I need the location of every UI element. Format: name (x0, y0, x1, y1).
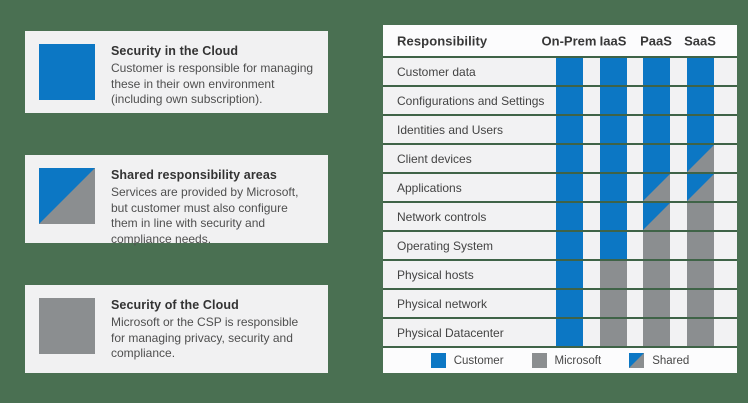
matrix-cell (687, 319, 714, 346)
shared-swatch-icon (629, 353, 645, 368)
matrix-cell (687, 87, 714, 114)
matrix-cell (600, 58, 627, 85)
matrix-cell (556, 87, 583, 114)
column-header-on-prem: On-Prem (541, 33, 597, 48)
matrix-cell (556, 232, 583, 259)
responsibility-matrix: Responsibility On-Prem IaaS PaaS SaaS Cu… (383, 25, 737, 373)
card-body: Customer is responsible for managing the… (111, 61, 314, 106)
card-body: Microsoft or the CSP is responsible for … (111, 315, 299, 360)
legend-label: Microsoft (554, 354, 602, 367)
matrix-cell (687, 290, 714, 317)
row-label: Configurations and Settings (397, 93, 545, 108)
matrix-cell (556, 203, 583, 230)
table-row: Configurations and Settings (383, 87, 737, 114)
matrix-cell (600, 319, 627, 346)
row-label: Operating System (397, 238, 494, 253)
card-body: Services are provided by Microsoft, but … (111, 185, 299, 246)
card-title: Security of the Cloud (111, 298, 239, 312)
matrix-cell (600, 174, 627, 201)
matrix-cell (643, 290, 670, 317)
matrix-cell (687, 116, 714, 143)
row-label: Client devices (397, 151, 472, 166)
table-row: Applications (383, 174, 737, 201)
legend-card-text: Security of the Cloud Microsoft or the C… (111, 296, 314, 362)
matrix-cell (687, 261, 714, 288)
column-header-saas: SaaS (684, 33, 716, 48)
legend-card-text: Security in the Cloud Customer is respon… (111, 42, 314, 106)
matrix-cell (556, 145, 583, 172)
matrix-cell (600, 116, 627, 143)
matrix-cell (643, 58, 670, 85)
legend-card-shared-responsibility: Shared responsibility areas Services are… (25, 155, 328, 246)
matrix-cell (556, 261, 583, 288)
row-label: Physical Datacenter (397, 325, 504, 340)
matrix-cell (556, 174, 583, 201)
matrix-cell (687, 58, 714, 85)
customer-swatch-icon (430, 353, 446, 368)
matrix-cell (643, 203, 670, 230)
matrix-header-row: Responsibility On-Prem IaaS PaaS SaaS (383, 25, 737, 56)
table-row: Customer data (383, 58, 737, 85)
matrix-cell (556, 58, 583, 85)
table-row: Physical hosts (383, 261, 737, 288)
matrix-cell (600, 232, 627, 259)
matrix-cell (600, 261, 627, 288)
matrix-cell (556, 116, 583, 143)
legend-item-microsoft: Microsoft (531, 353, 602, 368)
table-row: Physical network (383, 290, 737, 317)
microsoft-swatch-icon (531, 353, 547, 368)
row-label: Applications (397, 180, 462, 195)
card-title: Security in the Cloud (111, 44, 239, 58)
matrix-cell (643, 116, 670, 143)
matrix-legend: Customer Microsoft Shared (383, 348, 737, 373)
table-row: Identities and Users (383, 116, 737, 143)
table-row: Physical Datacenter (383, 319, 737, 346)
matrix-cell (687, 174, 714, 201)
matrix-cell (687, 145, 714, 172)
matrix-cell (556, 319, 583, 346)
row-label: Identities and Users (397, 122, 504, 137)
legend-label: Shared (652, 354, 690, 367)
legend-card-security-of-cloud: Security of the Cloud Microsoft or the C… (25, 285, 328, 373)
shared-swatch-icon (39, 168, 95, 224)
matrix-cell (643, 232, 670, 259)
table-row: Operating System (383, 232, 737, 259)
customer-swatch-icon (39, 44, 95, 100)
matrix-cell (643, 145, 670, 172)
matrix-cell (643, 87, 670, 114)
table-row: Network controls (383, 203, 737, 230)
matrix-cell (600, 203, 627, 230)
legend-item-shared: Shared (629, 353, 689, 368)
microsoft-swatch-icon (39, 298, 95, 354)
matrix-cell (687, 232, 714, 259)
row-label: Physical network (397, 296, 488, 311)
row-label: Customer data (397, 64, 476, 79)
row-label: Physical hosts (397, 267, 474, 282)
matrix-cell (556, 290, 583, 317)
matrix-cell (643, 174, 670, 201)
matrix-cell (600, 145, 627, 172)
matrix-cell (687, 203, 714, 230)
matrix-cell (643, 319, 670, 346)
legend-card-security-in-cloud: Security in the Cloud Customer is respon… (25, 31, 328, 113)
matrix-cell (600, 290, 627, 317)
responsibility-column-header: Responsibility (397, 33, 488, 48)
legend-item-customer: Customer (430, 353, 504, 368)
column-header-iaas: IaaS (599, 33, 627, 48)
row-label: Network controls (397, 209, 487, 224)
matrix-cell (600, 87, 627, 114)
card-title: Shared responsibility areas (111, 168, 277, 182)
legend-card-text: Shared responsibility areas Services are… (111, 166, 314, 246)
column-header-paas: PaaS (640, 33, 672, 48)
table-row: Client devices (383, 145, 737, 172)
legend-label: Customer (453, 354, 504, 367)
matrix-cell (643, 261, 670, 288)
